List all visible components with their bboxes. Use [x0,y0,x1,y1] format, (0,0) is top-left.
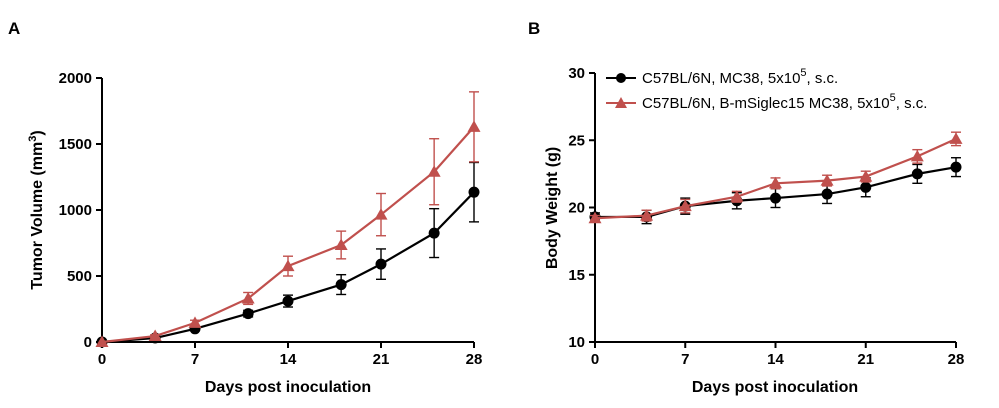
y-axis-title-b: Body Weight (g) [544,147,561,269]
legend-label-treated-sup: 5 [890,92,896,104]
x-tick-label-a: 7 [191,351,199,368]
data-point-circle [242,308,254,320]
x-tick-label-a: 14 [280,351,297,368]
legend-marker-triangle [615,97,627,108]
legend-label-treated-main: C57BL/6N, B-mSiglec15 MC38, 5x10 [642,95,890,112]
y-tick-label-a: 2000 [59,70,92,87]
data-point-triangle [820,174,834,186]
y-axis-title-a-sup: 3 [27,136,39,142]
data-point-triangle [241,291,255,304]
data-point-triangle [427,165,441,177]
x-tick-label-b: 7 [681,351,689,368]
legend-label-control: C57BL/6N, MC38, 5x105, s.c. [642,67,838,87]
data-point-circle [375,258,387,270]
data-point-triangle [640,209,654,221]
x-axis-title-a: Days post inoculation [205,379,371,396]
x-tick-label-b: 14 [767,351,784,368]
panel-letter-b: B [528,19,540,38]
x-tick-label-a: 21 [373,351,390,368]
data-point-triangle [859,170,873,182]
data-point-triangle [95,335,109,347]
y-axis-title-a: Tumor Volume (mm3) [27,130,46,289]
data-point-triangle [730,190,744,202]
data-point-triangle [467,120,481,132]
data-point-triangle [188,316,202,328]
data-point-triangle [910,149,924,162]
y-axis-title-a-main: Tumor Volume (mm [29,142,46,290]
data-point-circle [860,181,872,193]
series-control-a [96,161,480,348]
legend-marker-circle [616,73,626,83]
data-point-triangle [769,176,782,189]
data-point-triangle [148,329,162,342]
plot-area-b: 10 15 20 25 30 0 7 14 21 28 [568,65,964,368]
y-tick-label-b: 10 [568,334,585,351]
y-axis-title-a-end: ) [29,130,46,135]
y-tick-label-b: 20 [568,200,585,217]
x-tick-label-a: 0 [98,351,106,368]
legend-label-control-sup: 5 [800,67,806,79]
legend-label-control-end: , s.c. [807,70,839,87]
x-axis-title-b: Days post inoculation [692,379,858,396]
data-point-circle [282,295,294,307]
legend-item-treated: C57BL/6N, B-mSiglec15 MC38, 5x105, s.c. [606,92,927,112]
panel-b-body-weight-chart: B 10 15 20 25 30 0 7 14 21 28 Days post inoculati… [528,19,964,396]
x-tick-label-b: 28 [948,351,965,368]
y-tick-label-a: 0 [84,334,92,351]
legend-label-treated-end: , s.c. [896,95,928,112]
data-point-triangle [949,132,963,144]
x-tick-label-a: 28 [466,351,483,368]
data-point-circle [335,279,347,291]
data-point-circle [821,188,833,200]
y-tick-label-b: 15 [568,267,585,284]
y-tick-label-a: 1500 [59,136,92,153]
data-point-circle [428,227,440,239]
x-tick-label-b: 21 [857,351,874,368]
data-point-circle [950,161,962,173]
legend-label-treated: C57BL/6N, B-mSiglec15 MC38, 5x105, s.c. [642,92,927,112]
data-point-circle [911,168,923,180]
y-tick-label-a: 1000 [59,202,92,219]
data-point-triangle [281,259,295,272]
data-point-triangle [588,211,602,224]
x-tick-label-b: 0 [591,351,599,368]
panel-letter-a: A [8,19,20,38]
data-point-circle [468,186,480,198]
series-treated-b [588,131,963,224]
plot-area-a: 0 500 1000 1500 2000 0 7 14 21 28 [59,70,483,368]
data-point-triangle [678,199,692,212]
legend-item-control: C57BL/6N, MC38, 5x105, s.c. [606,67,838,87]
data-point-triangle [374,208,388,220]
y-tick-label-b: 30 [568,65,585,82]
data-point-circle [770,192,781,204]
series-treated-a [95,91,481,347]
y-tick-label-a: 500 [67,268,92,285]
legend-label-control-main: C57BL/6N, MC38, 5x10 [642,70,800,87]
data-point-triangle [334,238,348,250]
y-tick-label-b: 25 [568,132,585,149]
series-line-treated [101,126,475,344]
panel-a-tumor-volume-chart: A 0 500 1000 1500 2000 0 7 14 21 28 Days post ino… [8,19,482,396]
legend: C57BL/6N, MC38, 5x105, s.c. C57BL/6N, B-… [606,67,927,112]
